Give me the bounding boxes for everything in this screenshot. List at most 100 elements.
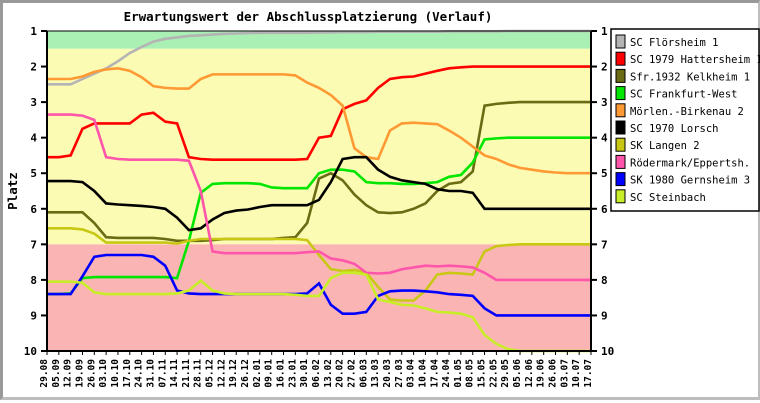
legend-swatch-4[interactable] — [615, 103, 626, 118]
x-tick-label: 30.01 — [299, 359, 310, 388]
legend-label-7[interactable]: Rödermark/Eppertsh. — [630, 157, 750, 169]
legend-swatch-7[interactable] — [615, 154, 626, 169]
legend-label-4[interactable]: Mörlen.-Birkenau 2 — [630, 106, 744, 118]
x-tick-label: 21.11 — [181, 359, 192, 388]
x-tick-label: 22.05 — [488, 359, 499, 388]
x-tick-label: 19.06 — [536, 359, 547, 388]
y-tick-label-right: 1 — [601, 25, 608, 38]
x-tick-label: 12.06 — [524, 359, 535, 388]
x-tick-label: 24.04 — [441, 359, 452, 388]
y-tick-label-right: 6 — [601, 203, 608, 216]
x-tick-label: 03.04 — [406, 359, 417, 388]
background-bands — [47, 31, 591, 351]
y-tick-label-right: 10 — [601, 345, 614, 358]
x-tick-label: 13.03 — [370, 359, 381, 388]
legend-swatch-9[interactable] — [615, 189, 626, 204]
y-tick-label-left: 5 — [30, 167, 37, 180]
y-tick-label-right: 4 — [601, 132, 608, 145]
x-tick-label: 17.07 — [583, 359, 594, 388]
legend-label-3[interactable]: SC Frankfurt-West — [630, 89, 737, 101]
y-tick-label-right: 2 — [601, 61, 608, 74]
x-tick-label: 01.05 — [453, 359, 464, 388]
x-tick-label: 16.01 — [276, 359, 287, 388]
x-tick-label: 09.01 — [264, 359, 275, 388]
y-tick-label-right: 7 — [601, 238, 608, 251]
legend-label-2[interactable]: Sfr.1932 Kelkheim 1 — [630, 71, 750, 83]
legend-swatch-6[interactable] — [615, 137, 626, 152]
y-axis-title: Platz — [5, 172, 20, 210]
x-tick-label: 20.03 — [382, 359, 393, 388]
legend-swatch-1[interactable] — [615, 51, 626, 66]
legend-swatch-3[interactable] — [615, 86, 626, 101]
y-tick-label-left: 2 — [30, 61, 37, 74]
series-line-4 — [47, 67, 591, 175]
y-tick-label-right: 5 — [601, 167, 608, 180]
x-tick-label: 13.02 — [323, 359, 334, 388]
series-line-6 — [47, 227, 591, 302]
legend-label-1[interactable]: SC 1979 Hattersheim 1 — [630, 54, 760, 66]
band-relegation-zone — [47, 244, 591, 351]
x-tick-label: 17.04 — [429, 359, 440, 388]
x-tick-label: 14.11 — [169, 359, 180, 388]
y-axis-title-text: Platz — [5, 172, 20, 210]
series-line-7 — [47, 113, 591, 282]
y-axis-ticks: 1 1 2 2 3 3 4 4 5 5 6 6 7 7 8 8 9 9 10 10 — [24, 25, 615, 358]
y-tick-label-left: 1 — [30, 25, 37, 38]
x-tick-label: 15.05 — [477, 359, 488, 388]
x-tick-label: 23.01 — [287, 359, 298, 388]
x-tick-label: 05.06 — [512, 359, 523, 388]
y-tick-label-left: 8 — [30, 274, 37, 287]
legend-label-8[interactable]: SK 1980 Gernsheim 3 — [630, 175, 750, 187]
legend: SC Flörsheim 1 SC 1979 Hattersheim 1 Sfr.1… — [610, 28, 760, 212]
y-tick-label-left: 4 — [30, 132, 37, 145]
x-tick-label: 12.12 — [216, 359, 227, 388]
legend-swatch-0[interactable] — [615, 34, 626, 49]
x-tick-label: 10.04 — [417, 359, 428, 388]
legend-label-5[interactable]: SC 1970 Lorsch — [630, 123, 719, 135]
x-tick-label: 05.12 — [205, 359, 216, 388]
y-tick-label-left: 9 — [30, 309, 37, 322]
y-tick-label-right: 8 — [601, 274, 608, 287]
x-tick-label: 26.09 — [86, 359, 97, 388]
x-tick-label: 24.10 — [134, 359, 145, 388]
series-lines — [47, 29, 591, 353]
series-line-2 — [47, 100, 591, 243]
legend-label-6[interactable]: SK Langen 2 — [630, 140, 700, 152]
x-tick-label: 07.11 — [157, 359, 168, 388]
x-tick-label: 06.02 — [311, 359, 322, 388]
legend-swatch-5[interactable] — [615, 120, 626, 135]
x-tick-label: 26.12 — [240, 359, 251, 388]
x-tick-label: 06.03 — [358, 359, 369, 388]
series-line-1 — [47, 65, 591, 162]
x-tick-label: 20.02 — [335, 359, 346, 388]
x-tick-label: 19.12 — [228, 359, 239, 388]
x-tick-label: 12.09 — [63, 359, 74, 388]
chart-title: Erwartungswert der Abschlussplatzierung … — [123, 9, 493, 24]
y-tick-label-right: 9 — [601, 309, 608, 322]
x-tick-label: 26.06 — [548, 359, 559, 388]
x-tick-label: 17.10 — [122, 359, 133, 388]
y-tick-label-left: 7 — [30, 238, 37, 251]
y-tick-label-left: 10 — [24, 345, 37, 358]
x-tick-label: 27.02 — [346, 359, 357, 388]
legend-label-0[interactable]: SC Flörsheim 1 — [630, 37, 719, 49]
series-line-8 — [47, 253, 591, 317]
x-tick-label: 03.07 — [559, 359, 570, 388]
legend-swatch-8[interactable] — [615, 172, 626, 187]
chart-canvas: Platz 29.08 05.09 12.09 19.09 26.09 03.10 10.1… — [5, 25, 760, 388]
x-tick-label: 08.05 — [465, 359, 476, 388]
x-tick-label: 29.05 — [500, 359, 511, 388]
legend-label-9[interactable]: SC Steinbach — [630, 192, 706, 204]
legend-swatch-2[interactable] — [615, 68, 626, 83]
y-tick-label-left: 6 — [30, 203, 37, 216]
x-tick-label: 10.10 — [110, 359, 121, 388]
x-tick-label: 05.09 — [51, 359, 62, 388]
x-tick-label: 19.09 — [74, 359, 85, 388]
x-tick-label: 31.10 — [145, 359, 156, 388]
x-tick-label: 27.03 — [394, 359, 405, 388]
band-midtable-zone — [47, 48, 591, 245]
y-tick-label-left: 3 — [30, 96, 37, 109]
x-tick-label: 02.01 — [252, 359, 263, 388]
legend-box — [610, 28, 760, 212]
